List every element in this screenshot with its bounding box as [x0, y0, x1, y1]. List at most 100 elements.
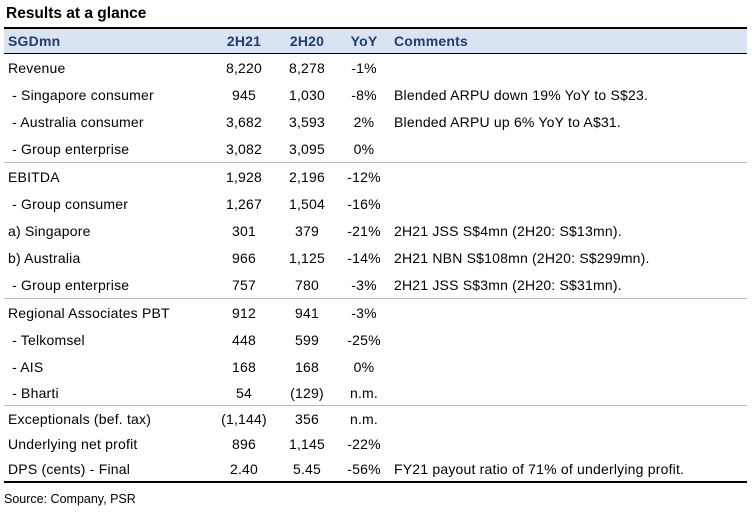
row-comment — [390, 326, 747, 353]
source-note: Source: Company, PSR — [4, 492, 136, 506]
table-row: EBITDA 1,928 2,196 -12% — [4, 162, 747, 190]
value-2h20: 2,196 — [276, 162, 338, 190]
value-2h20: 3,593 — [288, 113, 326, 130]
row-label: DPS (cents) - Final — [4, 456, 212, 483]
row-comment — [390, 135, 747, 163]
row-label: - Group consumer — [8, 195, 129, 212]
value-2h20: 168 — [295, 358, 319, 375]
value-2h20: 356 — [276, 405, 338, 431]
row-label: - Group enterprise — [8, 140, 130, 157]
row-label: - Telkomsel — [8, 331, 85, 348]
value-yoy: -3% — [338, 298, 390, 326]
value-2h20: 780 — [295, 276, 319, 293]
value-2h21: 1,928 — [212, 162, 276, 190]
row-comment — [390, 54, 747, 82]
row-label: b) Australia — [8, 249, 81, 266]
value-yoy: 2% — [353, 113, 375, 130]
table-row: - Singapore consumer 945 1,030 -8% Blended A… — [4, 81, 747, 108]
table-row: Regional Associates PBT 912 941 -3% — [4, 298, 747, 326]
row-label: - Group enterprise — [8, 276, 130, 293]
row-comment — [390, 431, 747, 456]
row-label: Regional Associates PBT — [4, 298, 212, 326]
table-row: Underlying net profit 896 1,145 -22% — [4, 431, 747, 456]
row-label: a) Singapore — [8, 222, 91, 239]
column-header-comments: Comments — [390, 29, 747, 54]
value-2h21: 966 — [232, 249, 256, 266]
row-label: Underlying net profit — [8, 435, 138, 452]
top-rule — [4, 27, 747, 29]
table-body: Revenue 8,220 8,278 -1% - Singapore consume… — [4, 54, 747, 483]
value-2h21: 945 — [232, 86, 256, 103]
value-yoy: -25% — [347, 331, 381, 348]
column-header-2h20: 2H20 — [276, 29, 338, 54]
value-2h21: 3,082 — [225, 140, 263, 157]
row-comment: 2H21 NBN S$108mn (2H20: S$299mn). — [394, 249, 650, 266]
value-2h21: 8,220 — [225, 59, 263, 76]
value-2h21: 448 — [232, 331, 256, 348]
column-header-yoy: YoY — [338, 29, 390, 54]
results-table: SGDmn 2H21 2H20 YoY Comments Revenue 8,22… — [4, 29, 747, 483]
header-row: SGDmn 2H21 2H20 YoY Comments — [4, 29, 747, 54]
value-2h21: 1,267 — [225, 195, 263, 212]
value-yoy: -21% — [347, 222, 381, 239]
row-comment — [390, 190, 747, 217]
value-2h21: 2.40 — [212, 456, 276, 483]
value-2h21: 54 — [236, 384, 252, 401]
value-2h20: 3,095 — [288, 140, 326, 157]
value-2h20: (129) — [290, 384, 324, 401]
table-title: Results at a glance — [6, 5, 147, 22]
row-label: Revenue — [8, 59, 66, 76]
table-row: - Group consumer 1,267 1,504 -16% — [4, 190, 747, 217]
value-yoy: -14% — [347, 249, 381, 266]
row-label: - Australia consumer — [8, 113, 144, 130]
row-label: - Bharti — [8, 384, 59, 401]
value-2h20: 1,145 — [288, 435, 326, 452]
row-comment: 2H21 JSS S$4mn (2H20: S$13mn). — [394, 222, 622, 239]
table-row: Exceptionals (bef. tax) (1,144) 356 n.m. — [4, 405, 747, 431]
value-yoy: -8% — [351, 86, 377, 103]
value-2h20: 941 — [276, 298, 338, 326]
value-2h20: 1,125 — [288, 249, 326, 266]
value-2h20: 379 — [295, 222, 319, 239]
column-header-2h21: 2H21 — [212, 29, 276, 54]
value-yoy: -56% — [338, 456, 390, 483]
table-row: - Australia consumer 3,682 3,593 2% Blended … — [4, 108, 747, 135]
row-comment — [390, 380, 747, 406]
row-label: EBITDA — [4, 162, 212, 190]
value-yoy: -16% — [347, 195, 381, 212]
value-yoy: 0% — [353, 140, 375, 157]
row-comment: Blended ARPU down 19% YoY to S$23. — [394, 86, 649, 103]
value-yoy: -3% — [351, 276, 377, 293]
value-2h21: 3,682 — [225, 113, 263, 130]
value-yoy: n.m. — [349, 384, 379, 401]
row-comment: Blended ARPU up 6% YoY to A$31. — [394, 113, 622, 130]
value-2h20: 5.45 — [276, 456, 338, 483]
row-comment — [390, 353, 747, 380]
table-row: - Telkomsel 448 599 -25% — [4, 326, 747, 353]
table-row: DPS (cents) - Final 2.40 5.45 -56% FY21 payo… — [4, 456, 747, 483]
table-row: b) Australia 966 1,125 -14% 2H21 NBN S$108mn… — [4, 244, 747, 271]
table-row: - Bharti 54 (129) n.m. — [4, 380, 747, 406]
row-label: - AIS — [8, 358, 44, 375]
value-2h20: 8,278 — [288, 59, 326, 76]
column-header-label: SGDmn — [4, 29, 212, 54]
row-comment — [390, 162, 747, 190]
row-comment: 2H21 JSS S$3mn (2H20: S$31mn). — [394, 276, 622, 293]
row-label: - Singapore consumer — [8, 86, 154, 103]
table-row: - Group enterprise 757 780 -3% 2H21 JSS S$3m… — [4, 271, 747, 299]
value-2h21: (1,144) — [212, 405, 276, 431]
value-2h20: 1,504 — [288, 195, 326, 212]
value-yoy: n.m. — [338, 405, 390, 431]
value-2h20: 599 — [295, 331, 319, 348]
row-comment — [390, 298, 747, 326]
table-row: Revenue 8,220 8,278 -1% — [4, 54, 747, 82]
row-comment — [390, 405, 747, 431]
value-2h21: 168 — [232, 358, 256, 375]
value-2h21: 301 — [232, 222, 256, 239]
value-2h21: 757 — [232, 276, 256, 293]
value-2h21: 896 — [232, 435, 256, 452]
value-2h21: 912 — [212, 298, 276, 326]
value-yoy: -22% — [347, 435, 381, 452]
row-comment: FY21 payout ratio of 71% of underlying p… — [390, 456, 747, 483]
row-label: Exceptionals (bef. tax) — [4, 405, 212, 431]
